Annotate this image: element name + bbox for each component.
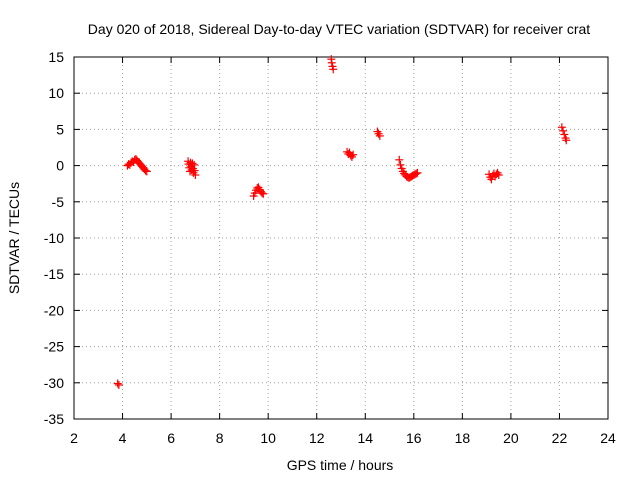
data-point — [191, 171, 200, 180]
y-tick-label: -25 — [44, 339, 64, 355]
data-point — [395, 155, 404, 164]
x-axis-label: GPS time / hours — [287, 457, 394, 473]
data-point — [560, 130, 569, 139]
x-tick-label: 20 — [503, 430, 519, 446]
data-point — [557, 123, 566, 132]
data-point — [374, 129, 383, 138]
y-tick-label: 5 — [56, 121, 64, 137]
data-point — [412, 169, 421, 178]
data-point — [259, 189, 268, 198]
data-point — [413, 168, 422, 177]
data-point — [114, 380, 123, 389]
data-point — [190, 166, 199, 175]
x-tick-label: 2 — [70, 430, 78, 446]
y-tick-label: 0 — [56, 158, 64, 174]
x-tick-label: 8 — [216, 430, 224, 446]
y-tick-label: -5 — [52, 194, 65, 210]
x-tick-label: 16 — [406, 430, 422, 446]
y-tick-label: 15 — [48, 49, 64, 65]
data-point — [494, 171, 503, 180]
data-point — [349, 150, 358, 159]
data-point — [113, 379, 122, 388]
y-axis-label: SDTVAR / TECUs — [6, 182, 22, 294]
x-tick-labels: 2 4 6 8 10 12 14 16 18 20 22 24 — [70, 430, 616, 446]
x-tick-label: 22 — [552, 430, 568, 446]
x-tick-label: 10 — [260, 430, 276, 446]
y-tick-label: -15 — [44, 266, 64, 282]
x-tick-label: 14 — [357, 430, 373, 446]
data-point — [562, 136, 571, 145]
chart-title: Day 020 of 2018, Sidereal Day-to-day VTE… — [88, 21, 590, 37]
points-layer — [113, 55, 571, 389]
data-point — [141, 166, 150, 175]
x-tick-label: 18 — [455, 430, 471, 446]
y-tick-labels: 15 10 5 0 -5 -10 -15 -20 -25 -30 -35 — [44, 49, 64, 427]
data-point — [559, 126, 568, 135]
y-tick-label: 10 — [48, 85, 64, 101]
data-point — [258, 189, 267, 198]
x-tick-label: 4 — [119, 430, 127, 446]
x-tick-label: 24 — [600, 430, 616, 446]
data-point — [396, 160, 405, 169]
data-point — [327, 58, 336, 67]
y-tick-label: -20 — [44, 302, 64, 318]
grid-layer — [74, 57, 608, 419]
y-tick-label: -30 — [44, 375, 64, 391]
x-tick-label: 6 — [167, 430, 175, 446]
data-point — [375, 131, 384, 140]
data-point — [142, 167, 151, 176]
x-tick-label: 12 — [309, 430, 325, 446]
y-tick-label: -35 — [44, 411, 64, 427]
data-point — [561, 134, 570, 143]
tick-layer — [73, 56, 609, 420]
data-point — [329, 65, 338, 74]
y-tick-label: -10 — [44, 230, 64, 246]
